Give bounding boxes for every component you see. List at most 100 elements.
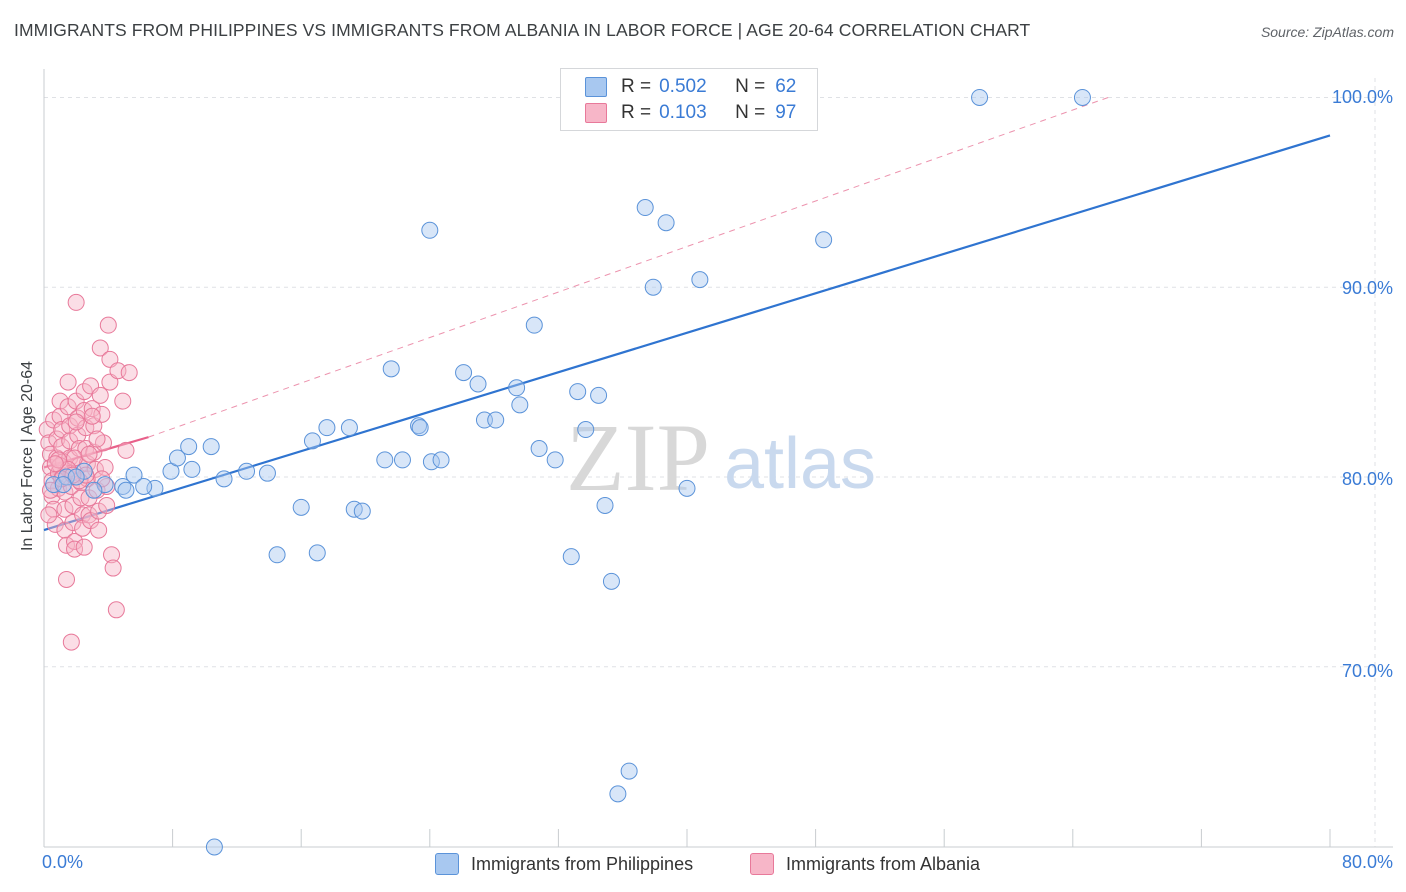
philippines-point — [238, 462, 256, 480]
albania-point — [59, 373, 77, 391]
philippines-point — [644, 278, 662, 296]
philippines-point — [469, 375, 487, 393]
albania-point — [120, 364, 138, 382]
philippines-point — [205, 838, 223, 856]
albania-point — [46, 455, 64, 473]
philippines-point — [268, 546, 286, 564]
albania-point — [56, 500, 74, 518]
albania-point — [80, 506, 98, 524]
philippines-point — [135, 477, 153, 495]
albania-point — [90, 521, 108, 539]
philippines-point — [569, 383, 587, 401]
albania-point — [80, 445, 98, 463]
albania-point — [107, 601, 125, 619]
legend-r-label: R = — [621, 102, 652, 123]
philippines-point — [45, 476, 63, 494]
albania-point — [98, 496, 116, 514]
albania-point — [104, 559, 122, 577]
philippines-point — [258, 464, 276, 482]
albania-point — [67, 293, 85, 311]
y-tick-label-80: 80.0% — [1341, 469, 1393, 489]
philippines-point — [421, 221, 439, 239]
series-legend-albania: Immigrants from Albania — [750, 852, 980, 876]
albania-point — [117, 441, 135, 459]
albania-point — [70, 440, 88, 458]
philippines-point — [125, 466, 143, 484]
albania-legend-label: Immigrants from Albania — [786, 853, 981, 874]
philippines-point — [691, 271, 709, 289]
philippines-point — [168, 449, 186, 467]
philippines-point — [511, 396, 529, 414]
philippines-trend-line — [43, 134, 1331, 532]
legend-r-albania: 0.103 — [659, 102, 707, 123]
philippines-point — [455, 364, 473, 382]
albania-point — [58, 570, 76, 588]
albania-trend-extension — [148, 96, 1109, 438]
albania-point — [114, 392, 132, 410]
source-label: Source: ZipAtlas.com — [1260, 24, 1394, 40]
x-tick-label-max: 80.0% — [1341, 852, 1393, 872]
albania-point — [91, 339, 109, 357]
philippines-point — [117, 481, 135, 499]
axes — [43, 69, 1393, 848]
legend-r-philippines: 0.502 — [659, 76, 707, 97]
albania-point — [62, 633, 80, 651]
philippines-point — [525, 316, 543, 334]
philippines-point — [292, 498, 310, 516]
philippines-point — [602, 572, 620, 590]
albania-point — [91, 386, 109, 404]
philippines-point — [308, 544, 326, 562]
philippines-point — [382, 360, 400, 378]
philippines-point — [303, 432, 321, 450]
legend-n-label: N = — [735, 76, 766, 97]
albania-point — [67, 413, 85, 431]
philippines-point — [815, 231, 833, 249]
albania-point — [96, 458, 114, 476]
philippines-point — [96, 476, 114, 494]
watermark: ZIP atlas — [566, 404, 876, 511]
philippines-point — [353, 502, 371, 520]
albania-point — [103, 546, 121, 564]
philippines-swatch — [585, 77, 607, 97]
legend-r-label: R = — [621, 76, 652, 97]
legend-n-label: N = — [735, 102, 766, 123]
albania-point — [99, 316, 117, 334]
series-legend-philippines: Immigrants from Philippines — [435, 852, 693, 876]
philippines-point — [678, 479, 696, 497]
albania-legend-swatch — [750, 853, 774, 875]
watermark-atlas: atlas — [724, 424, 876, 504]
philippines-point — [180, 438, 198, 456]
legend-row-philippines: R = 0.502 N = 62 — [585, 74, 796, 100]
albania-point — [83, 407, 101, 425]
philippines-point — [620, 762, 638, 780]
philippines-point — [432, 451, 450, 469]
philippines-point — [376, 451, 394, 469]
philippines-point — [183, 460, 201, 478]
correlation-legend: R = 0.502 N = 62 R = 0.103 N = 97 — [560, 68, 818, 131]
legend-row-albania: R = 0.103 N = 97 — [585, 100, 796, 126]
philippines-point — [340, 419, 358, 437]
philippines-point — [54, 476, 72, 494]
philippines-point — [85, 481, 103, 499]
philippines-points — [45, 88, 1091, 856]
philippines-legend-label: Immigrants from Philippines — [471, 853, 694, 874]
legend-n-albania: 97 — [775, 102, 797, 123]
philippines-legend-swatch — [435, 853, 459, 875]
philippines-point — [1073, 88, 1091, 106]
legend-n-philippines: 62 — [775, 76, 797, 97]
chart-title: IMMIGRANTS FROM PHILIPPINES VS IMMIGRANT… — [14, 20, 1031, 40]
watermark-zip: ZIP — [566, 404, 710, 511]
philippines-point — [609, 785, 627, 803]
philippines-point — [508, 379, 526, 397]
philippines-point — [318, 419, 336, 437]
x-tick-label-min: 0.0% — [42, 852, 84, 872]
albania-point — [88, 430, 106, 448]
albania-point — [41, 481, 59, 499]
y-tick-label-90: 90.0% — [1341, 278, 1393, 298]
philippines-point — [577, 421, 595, 439]
trend-lines — [43, 96, 1331, 532]
albania-trend-line — [43, 436, 149, 469]
philippines-point — [596, 496, 614, 514]
philippines-point — [202, 438, 220, 456]
